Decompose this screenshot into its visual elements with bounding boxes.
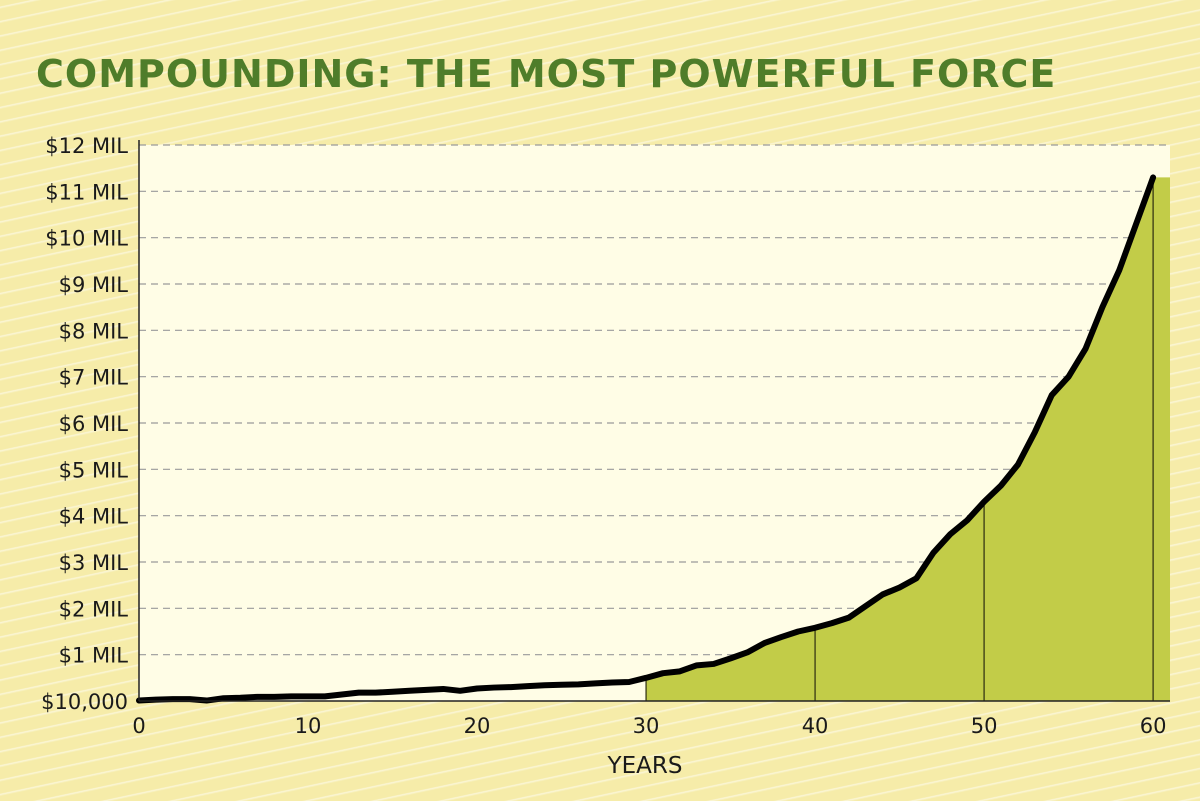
x-tick-label: 30: [633, 714, 660, 738]
y-tick-label: $8 MIL: [59, 319, 129, 343]
area-fill: [646, 177, 1170, 701]
y-tick-label: $2 MIL: [59, 597, 129, 621]
area-fill-layer: [646, 177, 1170, 701]
y-tick-labels: $10,000 $1 MIL $2 MIL $3 MIL $4 MIL $5 MIL $6 …: [41, 134, 128, 714]
x-tick-label: 20: [464, 714, 491, 738]
y-tick-label: $4 MIL: [59, 505, 129, 529]
x-tick-label: 10: [295, 714, 322, 738]
axes: [138, 140, 1170, 702]
y-tick-label: $7 MIL: [59, 366, 129, 390]
y-tick-label: $12 MIL: [45, 134, 128, 158]
x-tick-label: 40: [802, 714, 829, 738]
grid-lines: [139, 144, 1170, 656]
y-tick-label: $9 MIL: [59, 273, 129, 297]
line-layer: [136, 174, 1157, 704]
year-marker-lines: [645, 177, 1154, 701]
x-tick-label: 60: [1140, 714, 1167, 738]
y-tick-label: $1 MIL: [59, 644, 129, 668]
chart-title: COMPOUNDING: THE MOST POWERFUL FORCE: [36, 52, 1056, 96]
x-tick-labels: 0 10 20 30 40 50 60: [132, 714, 1166, 738]
x-tick-label: 50: [971, 714, 998, 738]
growth-line: [136, 174, 1157, 704]
y-tick-label: $10,000: [41, 690, 128, 714]
y-tick-label: $3 MIL: [59, 551, 129, 575]
y-tick-label: $11 MIL: [45, 180, 128, 204]
y-tick-label: $5 MIL: [59, 458, 129, 482]
x-tick-label: 0: [132, 714, 145, 738]
y-tick-label: $10 MIL: [45, 227, 128, 251]
y-tick-label: $6 MIL: [59, 412, 129, 436]
x-axis-title: YEARS: [607, 753, 683, 779]
